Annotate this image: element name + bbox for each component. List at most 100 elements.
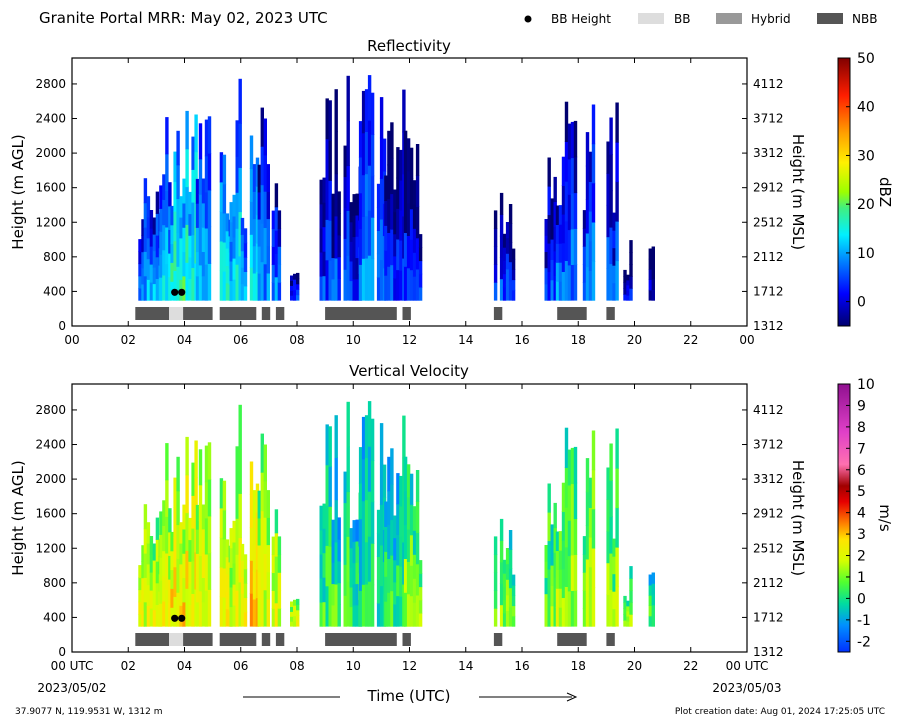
velocity-echo-cell [238,493,242,539]
reflectivity-echo-cell [547,243,551,273]
velocity-echo-cell [225,574,230,592]
velocity-echo-cell [141,545,145,562]
velocity-echo-cell [606,562,610,595]
reflectivity-echo-cell [502,233,507,248]
velocity-echo-cell [573,482,578,520]
reflectivity-echo-cell [152,250,157,268]
velocity-echo-cell [384,576,388,602]
velocity-echo-cell [243,597,248,613]
velocity-echo-cell [606,594,610,627]
reflectivity-echo-cell [399,270,403,301]
velocity-echo-cell [191,462,195,496]
velocity-echo-cell [361,500,366,543]
velocity-echo-cell [355,583,359,606]
velocity-echo-cell [547,597,551,627]
reflectivity-y-tick-label: 800 [43,250,66,264]
reflectivity-echo-cell [337,213,341,236]
velocity-echo-cell [201,577,206,603]
velocity-echo-cell [219,566,224,598]
velocity-echo-cell [337,560,341,584]
velocity-echo-cell [263,553,267,591]
velocity-colorbar-tick-label: -1 [857,613,871,629]
velocity-echo-cell [508,606,513,627]
velocity-echo-cell [182,553,186,579]
velocity-echo-cell [384,601,388,627]
reflectivity-echo-cell [182,275,186,301]
velocity-echo-cell [328,506,332,547]
velocity-echo-cell [349,586,353,608]
velocity-echo-cell [609,553,613,591]
velocity-echo-cell [138,589,142,603]
time-arrow-head [566,692,578,702]
reflectivity-echo-cell [626,279,630,286]
reflectivity-echo-cell [553,250,557,276]
reflectivity-echo-cell [143,275,148,301]
reflectivity-echo-cell [493,282,498,301]
velocity-echo-cell [505,579,510,596]
velocity-echo-cell [379,504,384,546]
velocity-echo-cell [609,516,613,554]
reflectivity-echo-cell [558,262,563,282]
velocity-echo-cell [252,571,257,600]
reflectivity-echo-cell [629,276,633,289]
reflectivity-echo-cell [352,215,356,238]
velocity-echo-cell [271,554,276,573]
reflectivity-echo-cell [274,183,279,208]
velocity-echo-cell [376,579,381,604]
velocity-echo-cell [337,539,341,562]
velocity-echo-cell [260,510,264,550]
velocity-echo-cell [263,589,267,627]
reflectivity-echo-cell [141,267,145,285]
velocity-echo-cell [198,484,203,521]
reflectivity-echo-cell [191,136,195,170]
reflectivity-echo-cell [609,190,613,228]
velocity-echo-cell [499,540,504,563]
velocity-echo-cell [331,519,335,542]
reflectivity-echo-cell [235,156,239,193]
reflectivity-echo-cell [198,264,203,301]
velocity-echo-cell [232,583,236,606]
reflectivity-echo-cell [325,219,329,261]
reflectivity-echo-cell [238,255,242,301]
reflectivity-echo-cell [162,174,166,200]
reflectivity-echo-cell [266,218,270,247]
reflectivity-echoes [138,75,655,301]
velocity-echo-cell [502,612,507,627]
velocity-echo-cell [570,447,575,485]
reflectivity-echo-cell [384,200,388,226]
reflectivity-echo-cell [550,259,554,281]
velocity-echo-cell [170,550,174,571]
velocity-echo-cell [219,507,224,538]
reflectivity-echo-cell [319,227,323,253]
velocity-echo-cell [612,608,616,627]
reflectivity-echo-cell [260,223,264,263]
velocity-echo-cell [343,533,347,565]
velocity-echo-cell [615,428,619,469]
reflectivity-echo-cell [393,255,397,279]
reflectivity-echo-cell [225,265,230,284]
velocity-echo-cell [149,608,154,627]
reflectivity-title: Reflectivity [367,37,451,55]
reflectivity-echo-cell [232,194,236,217]
reflectivity-echo-cell [143,226,148,252]
velocity-echo-cell [612,538,616,557]
reflectivity-echo-cell [204,155,209,193]
velocity-y-tick-label-right: 4112 [753,403,784,417]
velocity-echo-cell [263,444,267,482]
velocity-echo-cell [570,554,575,591]
reflectivity-echo-cell [615,260,619,301]
reflectivity-echo-cell [403,198,408,233]
velocity-echo-cell [393,581,397,605]
reflectivity-echo-cell [358,156,363,194]
velocity-x-tick-label: 14 [458,659,473,673]
reflectivity-echo-cell [364,215,369,259]
velocity-echo-cell [511,574,516,586]
reflectivity-echo-cell [331,193,335,216]
velocity-echo-cell [219,596,224,627]
reflectivity-echo-cell [508,242,513,263]
velocity-echo-cell [229,606,233,627]
reflectivity-echo-cell [290,280,294,286]
velocity-echo-cell [219,478,224,509]
reflectivity-echo-cell [195,203,200,228]
reflectivity-echo-cell [612,282,616,301]
